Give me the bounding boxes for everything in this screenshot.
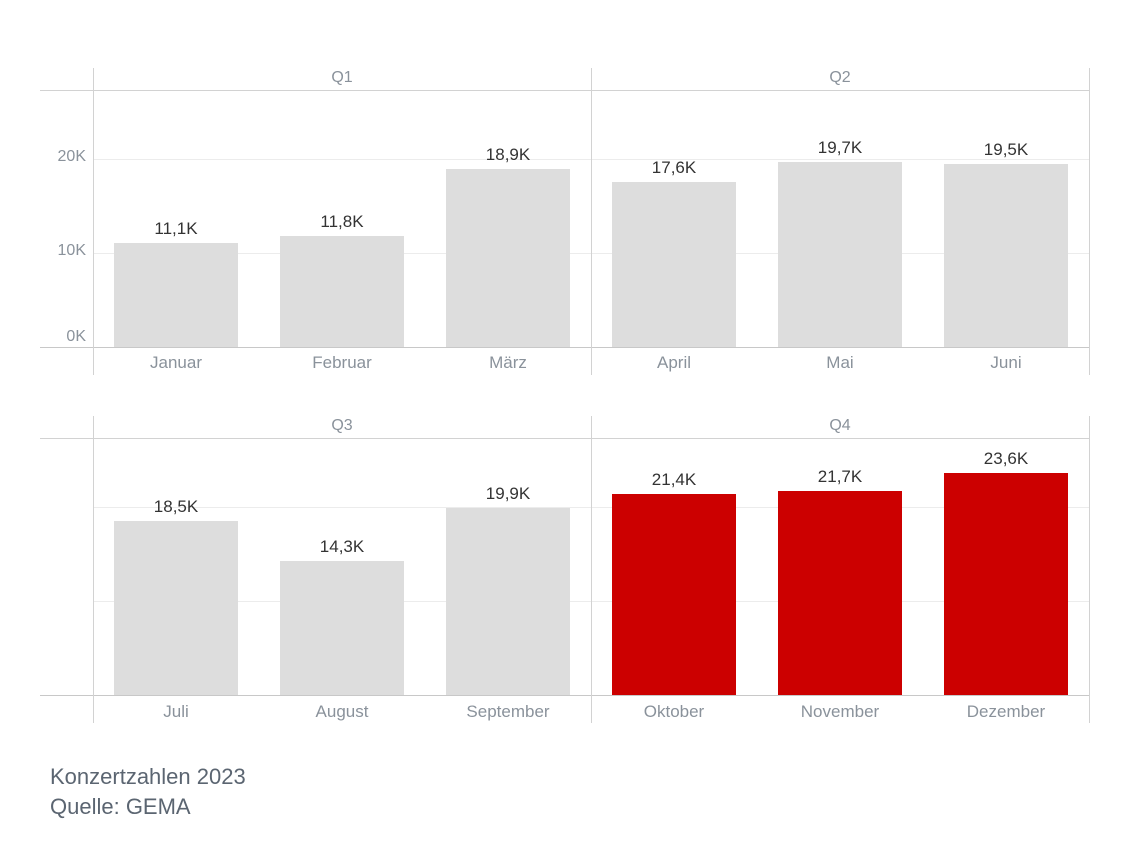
panel-frame-line (1089, 416, 1090, 723)
bar-januar[interactable] (114, 243, 238, 347)
bar-dezember[interactable] (944, 473, 1068, 695)
bar-value-label-dezember: 23,6K (983, 449, 1029, 468)
bar-april[interactable] (612, 182, 736, 347)
x-axis-label-februar: Februar (312, 353, 372, 372)
panel-frame-line (93, 68, 94, 375)
bar-value-label-august: 14,3K (319, 537, 365, 556)
panel-frame-line (591, 68, 592, 375)
bar-september[interactable] (446, 508, 570, 695)
bar-value-label-november: 21,7K (817, 467, 863, 486)
x-axis-label-juni: Juni (990, 353, 1022, 372)
panel-title-q4: Q4 (829, 417, 851, 434)
bar-juni[interactable] (944, 164, 1068, 347)
x-axis-label-november: November (800, 702, 880, 721)
chart-source: Quelle: GEMA (50, 794, 191, 819)
x-axis-label-april: April (656, 353, 691, 372)
panel-title-q3: Q3 (331, 417, 353, 434)
y-axis-label-0K: 0K (66, 328, 86, 345)
x-axis-label-marz: März (489, 353, 527, 372)
chart-footer: Konzertzahlen 2023 Quelle: GEMA (50, 762, 246, 822)
x-axis-label-september: September (466, 702, 550, 721)
panel-header-line (40, 438, 1089, 439)
bar-mai[interactable] (778, 162, 902, 347)
x-axis-label-dezember: Dezember (966, 702, 1046, 721)
panel-frame-line (591, 416, 592, 723)
panel-header-line (40, 90, 1089, 91)
x-axis-label-oktober: Oktober (643, 702, 705, 721)
panel-title-q2: Q2 (829, 69, 851, 86)
bar-marz[interactable] (446, 169, 570, 347)
bar-februar[interactable] (280, 236, 404, 347)
bar-oktober[interactable] (612, 494, 736, 695)
x-axis-label-januar: Januar (150, 353, 202, 372)
bar-value-label-mai: 19,7K (817, 138, 863, 157)
x-axis-label-august: August (315, 702, 369, 721)
bar-value-label-januar: 11,1K (154, 219, 198, 238)
bar-value-label-september: 19,9K (485, 484, 531, 503)
bar-value-label-februar: 11,8K (320, 212, 364, 231)
bar-value-label-april: 17,6K (651, 158, 697, 177)
chart-title: Konzertzahlen 2023 (50, 764, 246, 789)
bar-value-label-juni: 19,5K (983, 140, 1029, 159)
panel-frame-line (1089, 68, 1090, 375)
axis-line (40, 695, 1089, 696)
axis-line (40, 347, 1089, 348)
panel-title-q1: Q1 (331, 69, 353, 86)
y-axis-label-20K: 20K (57, 148, 86, 165)
bar-value-label-marz: 18,9K (485, 145, 531, 164)
panel-frame-line (93, 416, 94, 723)
bar-august[interactable] (280, 561, 404, 695)
bar-juli[interactable] (114, 521, 238, 695)
bar-value-label-oktober: 21,4K (651, 470, 697, 489)
x-axis-label-mai: Mai (826, 353, 854, 372)
x-axis-label-juli: Juli (163, 702, 189, 721)
y-axis-label-10K: 10K (57, 242, 86, 259)
bar-november[interactable] (778, 491, 902, 695)
bar-value-label-juli: 18,5K (153, 497, 199, 516)
